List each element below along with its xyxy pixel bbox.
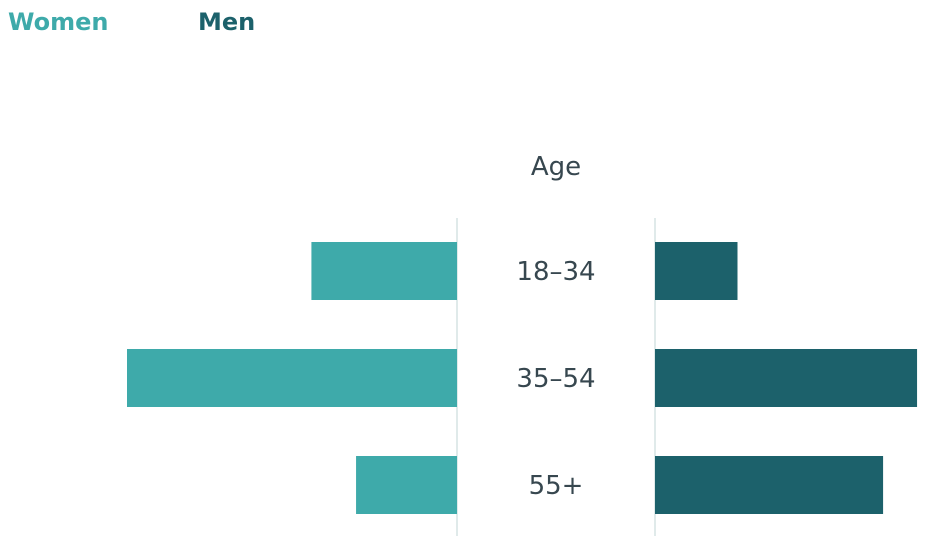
bar-men-35-54: [655, 349, 918, 407]
category-label-55: 55+: [529, 471, 584, 501]
legend-men: Men: [198, 8, 256, 36]
bar-women-18-34: [311, 242, 457, 300]
category-label-35-54: 35–54: [516, 364, 595, 394]
bar-men-18-34: [655, 242, 738, 300]
bar-women-35-54: [127, 349, 457, 407]
bar-men-55: [655, 456, 884, 514]
legend-women: Women: [8, 8, 109, 36]
category-labels-group: 18–34 35–54 55+: [516, 257, 595, 501]
bars-group: [127, 242, 918, 514]
category-label-18-34: 18–34: [516, 257, 595, 287]
center-axis-title: Age: [531, 152, 581, 182]
chart-legend: Women Men: [8, 4, 408, 40]
bar-women-55: [356, 456, 457, 514]
